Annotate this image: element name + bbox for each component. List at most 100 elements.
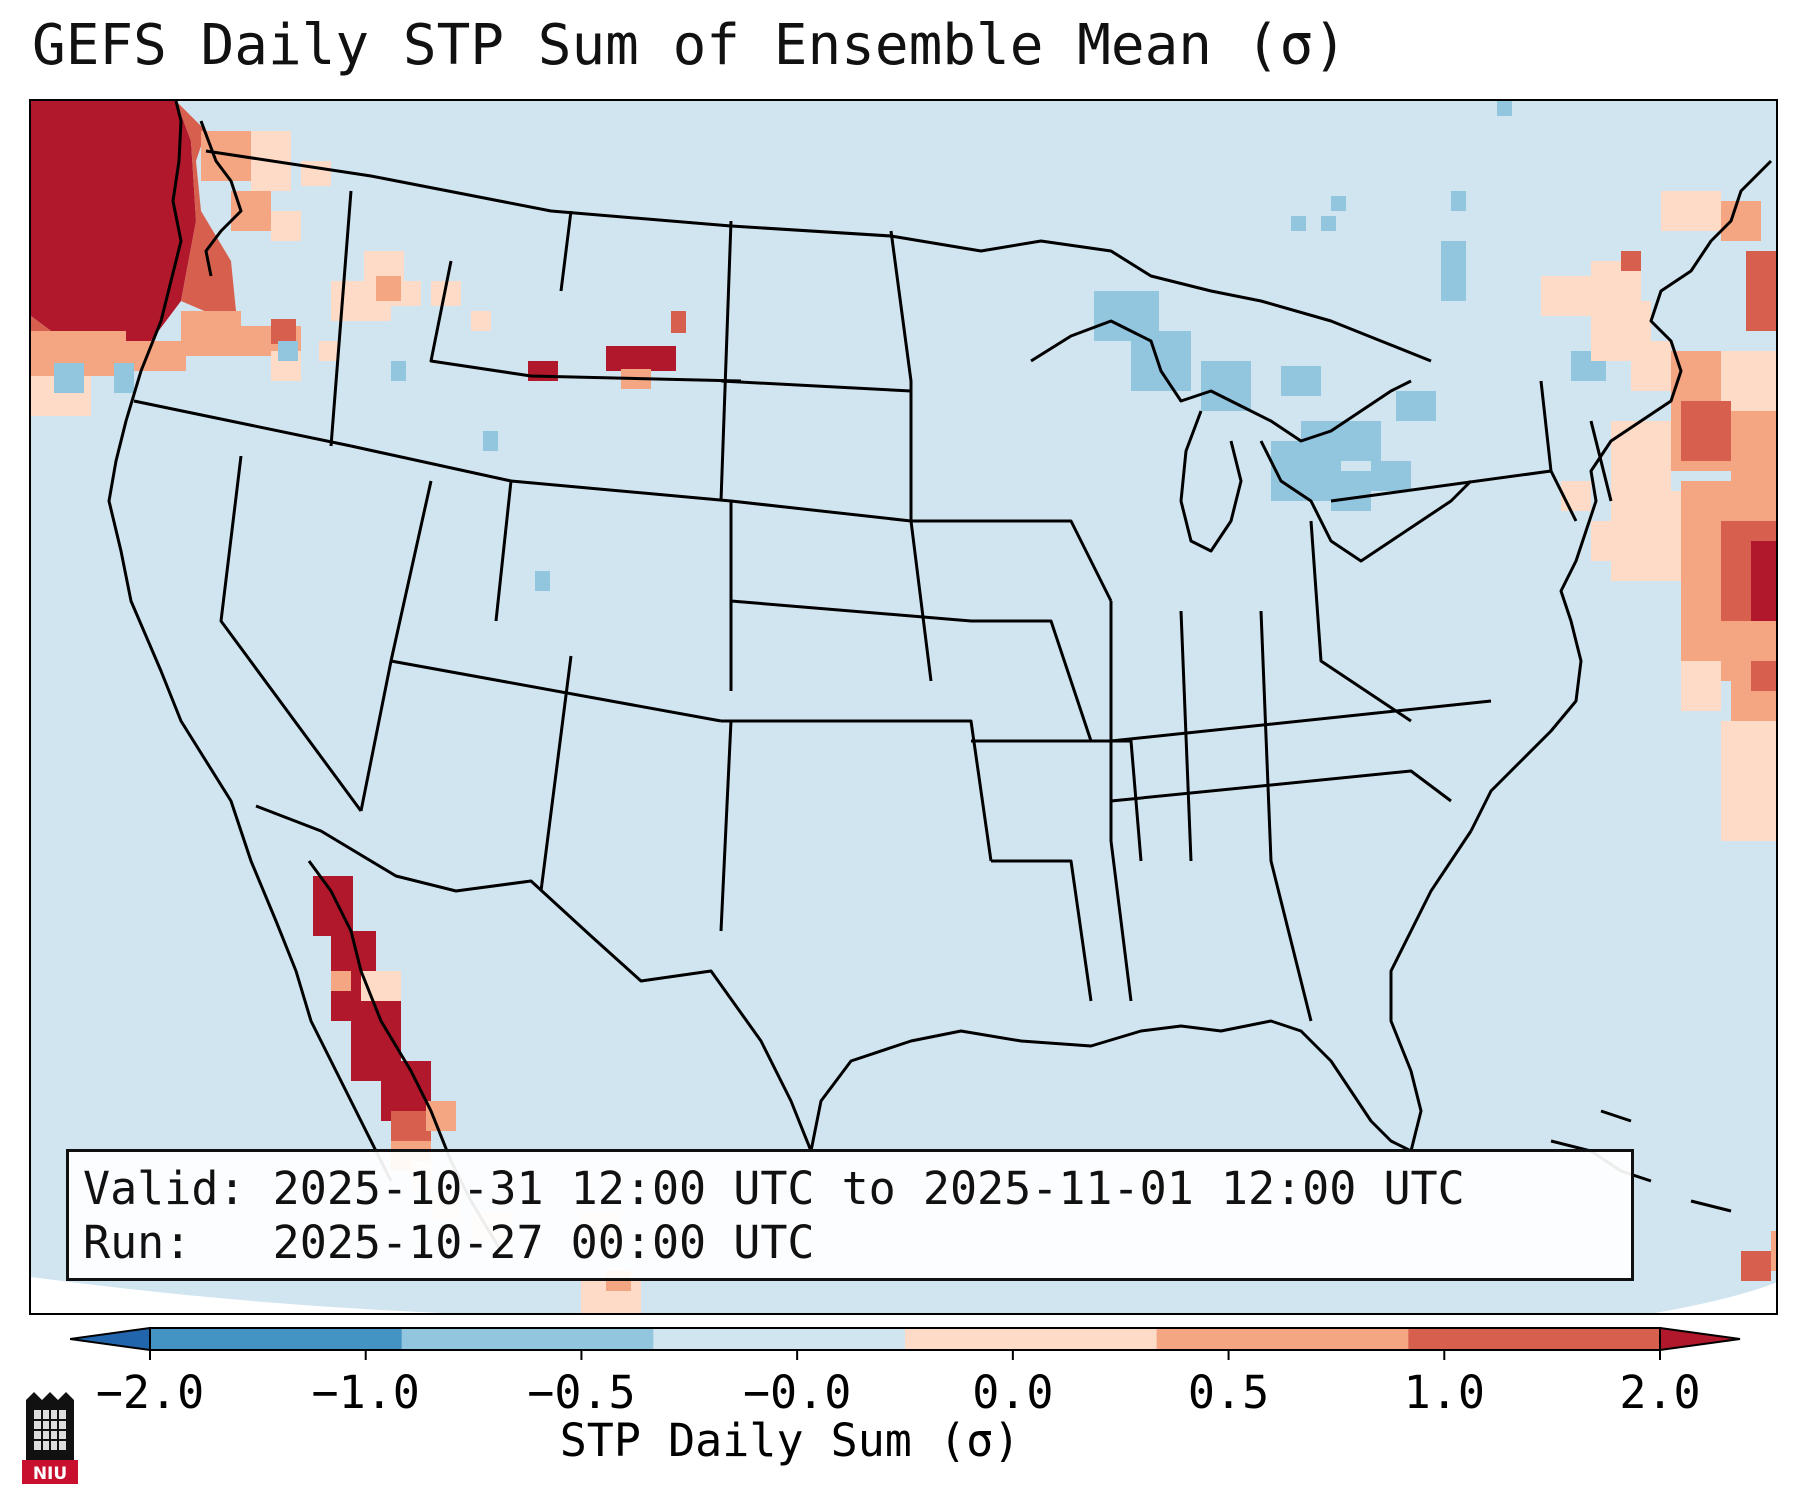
colorbar-ticks: −2.0 −1.0 −0.5 −0.0 0.0 0.5 1.0 2.0 [96,1350,1701,1419]
map-panel [29,99,1778,1315]
anomaly-cell-negative [1201,361,1251,411]
coastline-puget [199,120,243,277]
border-mt-nd [559,210,573,292]
colorbar: −2.0 −1.0 −0.5 −0.0 0.0 0.5 1.0 2.0 STP Daily S… [70,1326,1741,1467]
anomaly-cell-weak [1591,521,1651,561]
anomaly-cell-moderate [426,1101,456,1131]
anomaly-cell-strong-positive [313,876,353,936]
anomaly-cell-moderate [1771,1231,1776,1271]
border-al [1179,610,1193,862]
border-mo [971,619,1093,742]
anomaly-cell-positive [31,101,236,351]
anomaly-cell-negative [535,571,550,591]
colorbar-extend-high [1659,1326,1741,1352]
border-nd-mt [719,220,733,502]
island [1600,1109,1632,1123]
logo-grid-icon [34,1410,66,1450]
border-us-mexico [255,804,813,1152]
border-dakotas-mn [889,230,933,682]
projection-edge [31,1277,442,1313]
border-oh [1309,520,1412,723]
colorbar-tick-label: 1.0 [1404,1366,1485,1419]
valid-run-info-box: Valid: 2025-10-31 12:00 UTC to 2025-11-0… [66,1149,1634,1281]
anomaly-cell-positive [391,1111,431,1141]
anomaly-cell-negative [1281,366,1321,396]
border-ga [1259,610,1313,1022]
valid-value: 2025-10-31 12:00 UTC to 2025-11-01 12:00… [272,1162,1465,1215]
colorbar-tick-label: 0.5 [1188,1366,1269,1419]
anomaly-cell-weak [1631,341,1671,391]
border-ar [971,739,1143,862]
anomaly-cell-moderate [1721,201,1761,241]
anomaly-cells [31,101,1776,1313]
great-lakes-north [1030,319,1412,443]
coastline-gulf [809,1019,1412,1153]
island [1690,1199,1732,1213]
colorbar-segment [905,1328,1158,1350]
border-ks-ok [721,719,993,862]
anomaly-cell-moderate [126,341,186,371]
anomaly-cell-weak [271,211,301,241]
map-canvas [31,101,1776,1313]
lake-erie-ontario [1259,440,1473,563]
anomaly-cell-positive [1751,661,1776,691]
anomaly-cell-weak [1561,481,1591,511]
colorbar-tick-label: −0.5 [527,1366,635,1419]
colorbar-segments [70,1326,1741,1352]
anomaly-cell-positive [671,311,686,333]
colorbar-segment [1408,1328,1661,1350]
border-or-ca [133,399,352,448]
anomaly-cell-negative [1131,331,1191,391]
anomaly-cell-negative [1301,421,1381,461]
anomaly-cell-positive [1681,401,1731,461]
colorbar-tick-label: −0.0 [743,1366,851,1419]
colorbar-tick-label: −1.0 [312,1366,420,1419]
anomaly-cell-negative [1396,391,1436,421]
border-ca-nv [219,455,363,812]
anomaly-cell-negative [1451,191,1466,211]
logo-text: NIU [33,1464,67,1484]
map-background [31,101,1776,1313]
colorbar-tick-label: 2.0 [1619,1366,1700,1419]
anomaly-cell-positive [1741,1251,1771,1281]
anomaly-cell-negative [278,341,298,361]
anomaly-cell-strong-positive [606,346,676,371]
lake-michigan [1179,410,1243,553]
border-nd-sd [720,379,912,393]
map-title: GEFS Daily STP Sum of Ensemble Mean (σ) [32,13,1347,78]
anomaly-cell-positive [1621,251,1641,271]
anomaly-cell-negative [54,363,84,393]
anomaly-cell-weak [319,341,339,361]
anomaly-cell-moderate [181,311,241,356]
colorbar-tick-label: −2.0 [96,1366,204,1419]
anomaly-cell-weak [1681,661,1721,711]
colorbar-segment [150,1328,403,1350]
anomaly-cell-negative [1321,216,1336,231]
coastline-west [107,101,393,1182]
colorbar-segment [653,1328,906,1350]
anomaly-cell-negative [1331,196,1346,211]
border-sd-ne [730,499,912,523]
colorbar-tick-label: 0.0 [972,1366,1053,1419]
anomaly-cell-moderate [376,276,401,301]
anomaly-cell-weak [1721,721,1776,841]
anomaly-cell-negative [114,363,134,393]
border-ne-ks [730,599,972,623]
colorbar-segment [401,1328,654,1350]
border-ut-az [390,659,722,723]
colorbar-segment [1156,1328,1409,1350]
anomaly-cell-negative [1331,471,1371,511]
anomaly-cell-strong-positive [31,101,196,351]
anomaly-cell-weak [1661,191,1721,231]
anomaly-cell-negative [1371,461,1411,491]
anomaly-cell-weak [471,311,491,331]
run-label: Run: [83,1216,192,1269]
border-ia-mn [911,519,1113,602]
anomaly-cell-negative [1497,101,1512,116]
anomaly-cell-negative [391,361,406,381]
border-la [991,859,1093,1002]
anomaly-cell-negative [1441,241,1466,301]
border-us-canada [205,149,1432,363]
border-tx-nm [719,720,733,932]
anomaly-cell-negative [1291,216,1306,231]
